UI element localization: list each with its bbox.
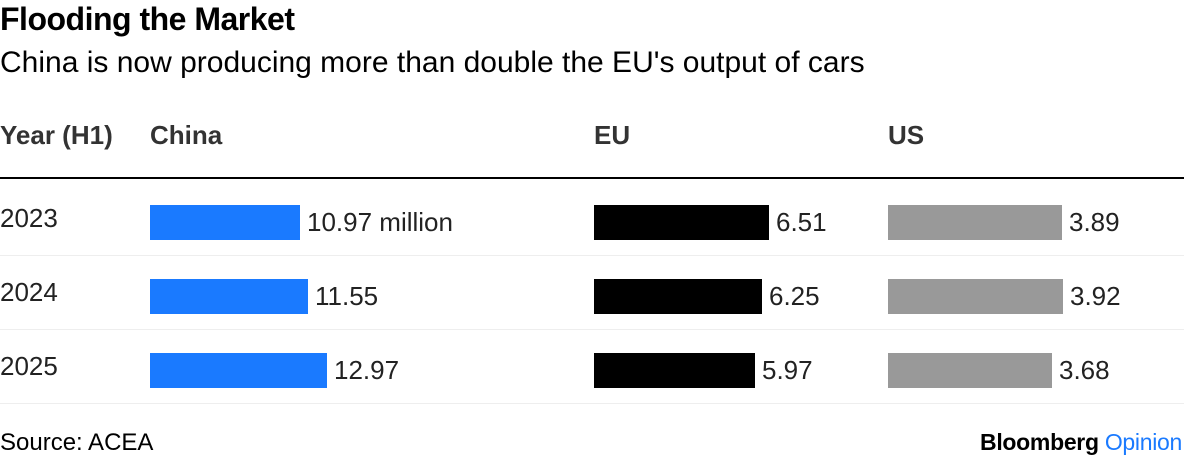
china-bar [150, 205, 300, 240]
eu-bar [594, 205, 769, 240]
brand-suffix: Opinion [1104, 429, 1182, 455]
table-header: Year (H1) China EU US [0, 117, 1184, 157]
column-header-year: Year (H1) [0, 120, 113, 150]
brand-logo: Bloomberg Opinion [980, 429, 1182, 456]
eu-bar [594, 353, 755, 388]
china-value-label: 12.97 [334, 355, 400, 385]
year-label: 2025 [0, 351, 58, 381]
china-value-label: 11.55 [315, 281, 379, 311]
us-value-label: 3.68 [1059, 355, 1110, 385]
us-bar [888, 279, 1063, 314]
us-value-label: 3.92 [1070, 281, 1121, 311]
china-bar [150, 279, 308, 314]
us-bar [888, 205, 1062, 240]
eu-value-label: 6.25 [769, 281, 820, 311]
header-divider [0, 177, 1184, 179]
china-value-label: 10.97 million [307, 207, 453, 237]
column-header-china: China [150, 120, 223, 150]
chart-title: Flooding the Market [0, 1, 295, 37]
column-header-us: US [888, 120, 925, 150]
us-value-label: 3.89 [1069, 207, 1120, 237]
table-row: 2025 12.97 5.97 3.68 [0, 329, 1184, 404]
china-bar [150, 353, 327, 388]
table-row: 2023 10.97 million 6.51 3.89 [0, 181, 1184, 256]
brand-name: Bloomberg [980, 429, 1099, 455]
year-label: 2023 [0, 203, 58, 233]
us-bar [888, 353, 1052, 388]
eu-bar [594, 279, 762, 314]
source-note: Source: ACEA [0, 429, 154, 456]
column-header-eu: EU [594, 120, 631, 150]
chart-subtitle: China is now producing more than double … [0, 46, 865, 79]
year-label: 2024 [0, 277, 58, 307]
eu-value-label: 6.51 [776, 207, 827, 237]
eu-value-label: 5.97 [762, 355, 813, 385]
table-row: 2024 11.55 6.25 3.92 [0, 255, 1184, 330]
